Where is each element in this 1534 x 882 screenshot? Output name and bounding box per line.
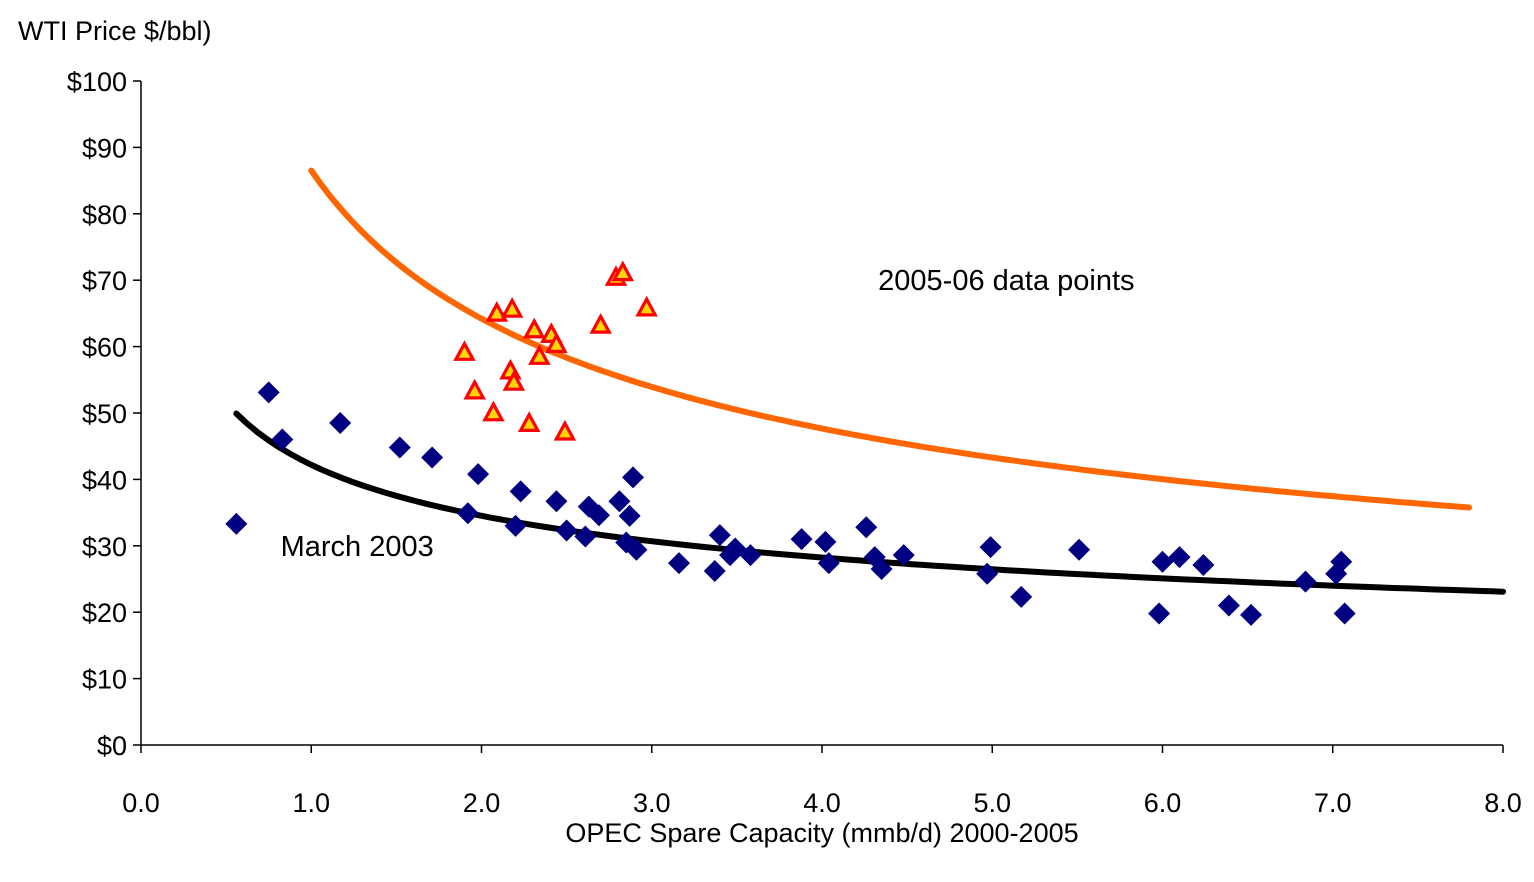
diamond-point [790,528,813,551]
x-tick-label: 8.0 [1484,788,1522,818]
diamond-point [1192,554,1215,577]
diamond-point [225,512,248,535]
diamond-point [1330,550,1353,573]
x-tick-label: 3.0 [633,788,671,818]
diamond-point [388,436,411,459]
triangle-point [635,295,658,317]
y-tick-label: $50 [82,399,127,429]
triangle-point [453,340,476,361]
diamond-point [271,428,294,451]
diamond-point [577,495,600,518]
triangle-point [611,260,635,282]
data-points [225,260,1356,626]
annotations: 2005-06 data points March 2003 [281,265,1135,563]
x-axis: 0.0 1.0 2.0 3.0 4.0 5.0 6.0 7.0 8.0 [122,744,1522,818]
diamond-point [892,544,915,567]
y-tick-label: $60 [82,333,127,363]
annotation-label: 2005-06 data points [878,265,1134,297]
y-tick-label: $100 [67,67,127,97]
y-axis-title: WTI Price $/bbl) [18,16,212,46]
diamond-point [618,504,641,527]
diamond-point [622,466,645,489]
diamond-point [1068,538,1091,561]
diamond-point [1217,594,1240,617]
diamond-point [817,552,840,575]
x-axis-title: OPEC Spare Capacity (mmb/d) 2000-2005 [565,818,1078,848]
diamond-point [976,562,999,585]
triangle-point [523,317,546,339]
diamond-point [574,525,597,548]
diamond-point [1148,602,1171,625]
triangle-point [502,370,526,391]
diamond-point [329,411,352,434]
diamond-point [467,463,490,486]
diamond-point [545,490,568,513]
diamond-point [979,536,1002,559]
trendline-0 [308,167,1472,511]
y-tick-label: $70 [82,266,127,296]
y-tick-label: $0 [97,731,127,761]
y-tick-label: $40 [82,465,127,495]
diamond-point [855,516,878,539]
diamond-point [509,480,532,503]
diamond-point [625,538,648,561]
diamond-point [421,446,444,469]
x-tick-label: 7.0 [1314,788,1352,818]
diamond-point [703,560,726,583]
triangle-point [500,297,524,318]
diamond-point [555,519,578,542]
triangle-point [482,400,505,422]
diamond-point [667,552,690,575]
triangle-point [517,411,541,432]
diamond-point [587,504,610,527]
diamond-point [608,490,631,513]
diamond-point [708,524,731,547]
diamond-point [1333,602,1356,625]
diamond-point [1294,570,1317,593]
y-tick-label: $10 [82,665,127,695]
diamond-point [504,514,527,537]
diamond-point [1151,550,1174,573]
triangle-point [463,378,486,400]
diamond-point [870,558,893,581]
y-axis: $0 $10 $20 $30 $40 $50 $60 $70 $80 $90 $100 [67,67,142,761]
triangle-point [553,419,577,441]
x-tick-label: 4.0 [803,788,841,818]
x-tick-label: 2.0 [463,788,501,818]
diamond-point [739,544,762,567]
x-tick-label: 5.0 [973,788,1011,818]
diamond-point [814,530,837,553]
y-tick-label: $30 [82,532,127,562]
diamond-point [257,381,280,404]
diamond-point [1010,585,1033,608]
x-tick-label: 0.0 [122,788,160,818]
x-tick-label: 1.0 [292,788,330,818]
y-tick-label: $20 [82,598,127,628]
y-tick-label: $90 [82,133,127,163]
y-tick-label: $80 [82,200,127,230]
triangle-point [485,301,509,322]
diamond-point [456,502,479,525]
diamond-point [1168,546,1191,569]
x-tick-label: 6.0 [1144,788,1182,818]
diamond-point [1240,603,1263,626]
annotation-label: March 2003 [281,531,434,563]
triangle-point [545,332,568,353]
triangle-point [589,312,612,334]
triangle-point [528,344,551,365]
